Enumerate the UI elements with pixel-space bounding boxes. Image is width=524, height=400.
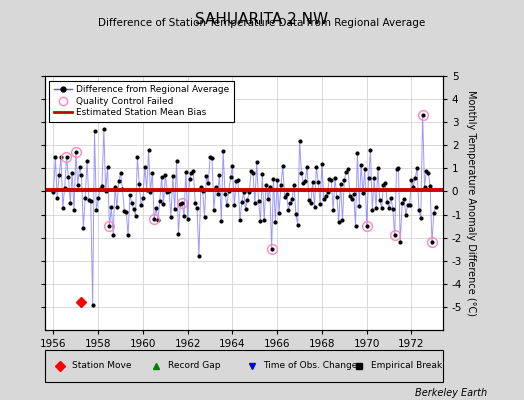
Legend: Difference from Regional Average, Quality Control Failed, Estimated Station Mean: Difference from Regional Average, Qualit… — [49, 80, 234, 122]
Text: Record Gap: Record Gap — [168, 362, 221, 370]
Text: Time of Obs. Change: Time of Obs. Change — [264, 362, 358, 370]
Text: Empirical Break: Empirical Break — [371, 362, 442, 370]
Y-axis label: Monthly Temperature Anomaly Difference (°C): Monthly Temperature Anomaly Difference (… — [466, 90, 476, 316]
Text: Difference of Station Temperature Data from Regional Average: Difference of Station Temperature Data f… — [99, 18, 425, 28]
Text: Station Move: Station Move — [72, 362, 132, 370]
Text: SAHUARITA 2 NW: SAHUARITA 2 NW — [195, 12, 329, 27]
Text: Berkeley Earth: Berkeley Earth — [415, 388, 487, 398]
